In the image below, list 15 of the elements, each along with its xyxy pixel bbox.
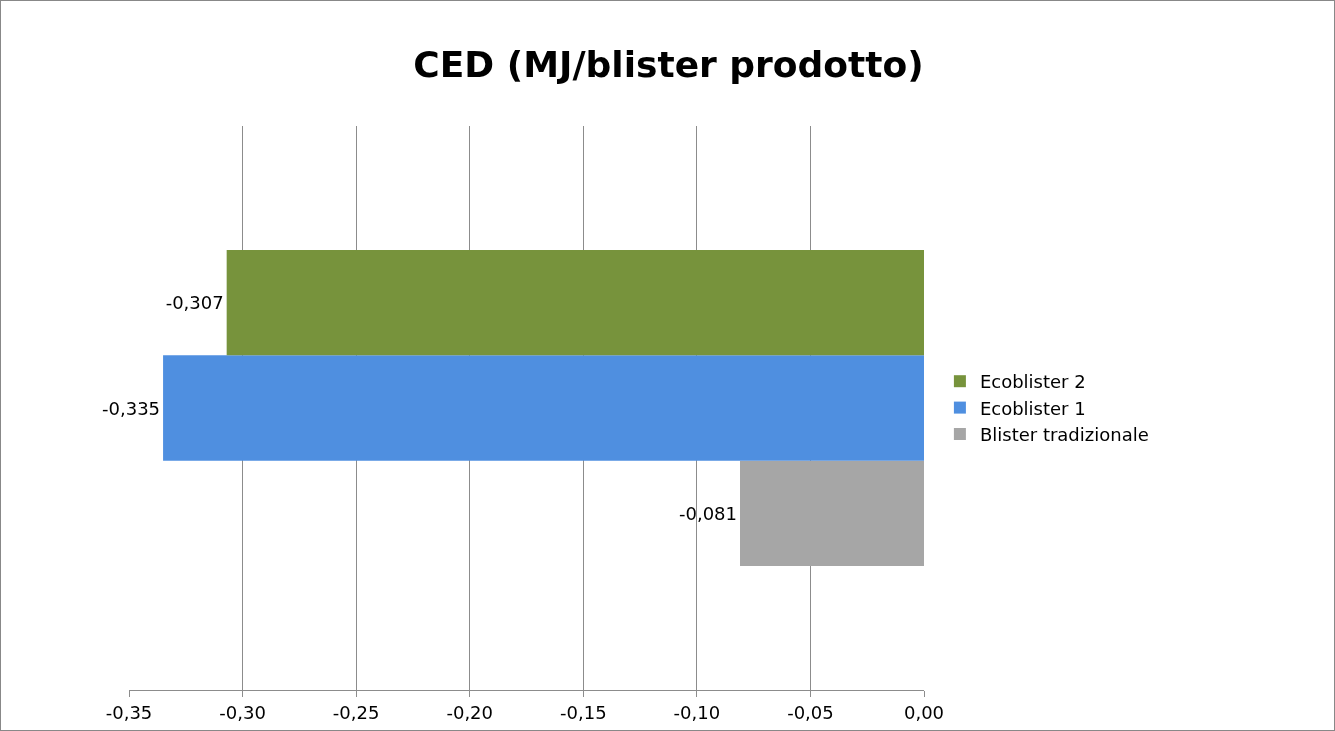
chart-title: CED (MJ/blister prodotto) bbox=[413, 44, 924, 86]
data-label: -0,081 bbox=[678, 502, 738, 524]
data-label: -0,307 bbox=[165, 292, 224, 314]
x-tick-label: 0,00 bbox=[903, 701, 945, 723]
x-tick-label: -0,30 bbox=[219, 701, 266, 723]
x-tick-label: -0,25 bbox=[332, 701, 380, 723]
x-tick-label: -0,20 bbox=[446, 701, 493, 723]
legend-label: Ecoblister 2 bbox=[979, 371, 1086, 393]
x-tick-label: -0,15 bbox=[560, 701, 607, 723]
x-tick-label: -0,10 bbox=[673, 701, 721, 723]
data-label: -0,335 bbox=[102, 397, 161, 419]
x-tick-label: -0,05 bbox=[787, 701, 834, 723]
legend-label: Ecoblister 1 bbox=[979, 397, 1086, 419]
legend-label: Blister tradizionale bbox=[979, 424, 1149, 446]
x-tick-label: -0,35 bbox=[105, 701, 153, 723]
